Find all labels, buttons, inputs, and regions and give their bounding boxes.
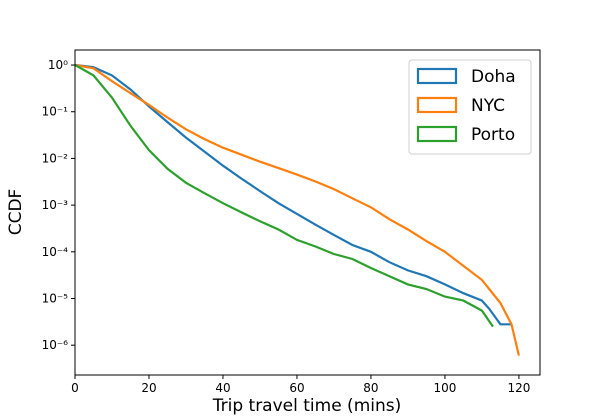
y-tick-label: 10⁻⁶ bbox=[42, 338, 69, 352]
x-tick-label: 100 bbox=[433, 381, 456, 395]
x-tick-label: 120 bbox=[507, 381, 530, 395]
x-tick-label: 20 bbox=[141, 381, 156, 395]
x-tick-label: 40 bbox=[215, 381, 230, 395]
x-tick-label: 0 bbox=[71, 381, 79, 395]
y-tick-label: 10⁻² bbox=[42, 151, 69, 165]
series-line bbox=[75, 64, 494, 328]
x-axis-label: Trip travel time (mins) bbox=[212, 396, 402, 416]
plot-area bbox=[75, 63, 520, 356]
legend-label: Doha bbox=[471, 67, 516, 87]
legend-label: NYC bbox=[471, 96, 505, 116]
series-line bbox=[75, 63, 512, 326]
series-line bbox=[75, 63, 520, 356]
y-axis-label: CCDF bbox=[6, 189, 26, 236]
y-tick-label: 10⁻⁴ bbox=[42, 245, 69, 259]
y-tick-label: 10⁰ bbox=[48, 58, 68, 72]
y-tick-label: 10⁻¹ bbox=[42, 105, 69, 119]
legend-swatch bbox=[416, 67, 458, 85]
y-tick-label: 10⁻³ bbox=[42, 198, 69, 212]
plot-frame bbox=[74, 49, 541, 376]
y-tick-label: 10⁻⁵ bbox=[42, 292, 69, 306]
x-tick-label: 60 bbox=[289, 381, 304, 395]
legend-label: Porto bbox=[471, 125, 515, 145]
legend-swatch bbox=[416, 125, 458, 143]
legend-swatch bbox=[416, 96, 458, 114]
x-tick-label: 80 bbox=[363, 381, 378, 395]
